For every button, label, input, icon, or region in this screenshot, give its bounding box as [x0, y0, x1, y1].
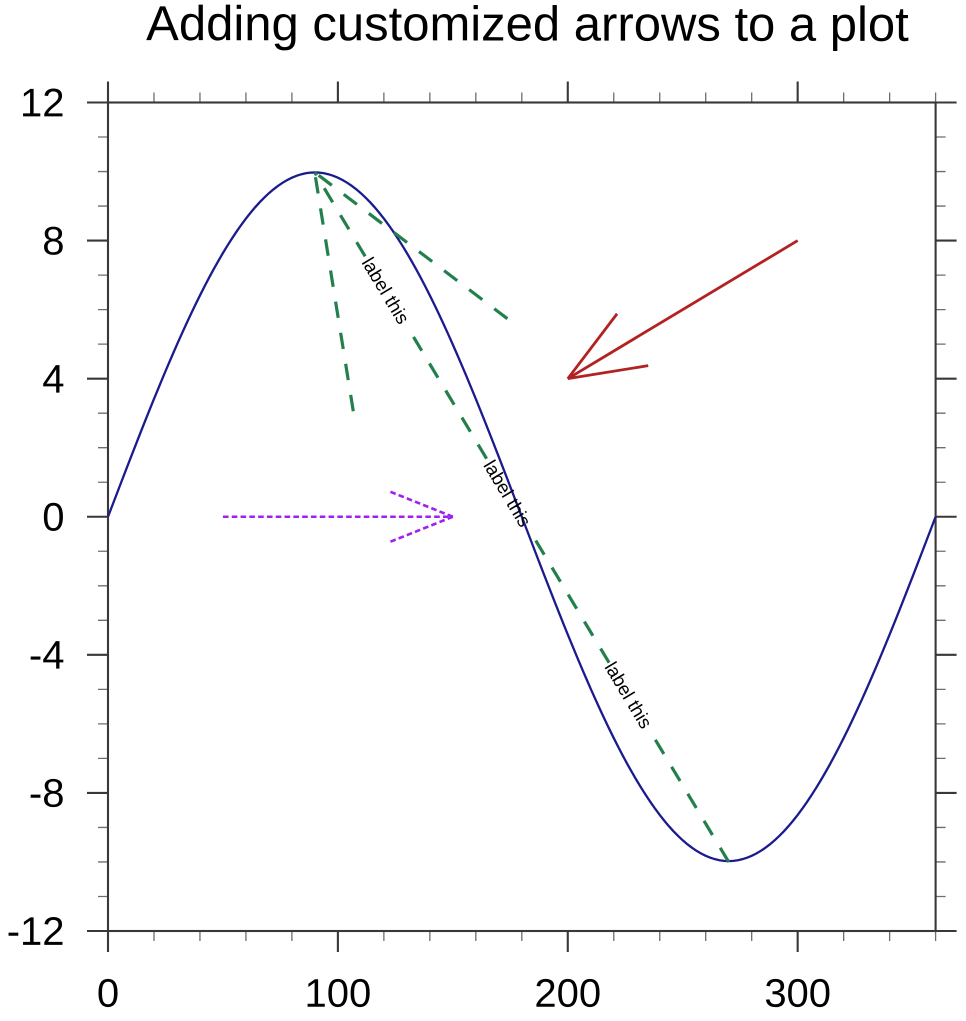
svg-text:4: 4 [42, 358, 64, 402]
svg-text:-8: -8 [29, 772, 65, 816]
svg-text:100: 100 [305, 972, 372, 1016]
svg-text:200: 200 [534, 972, 601, 1016]
svg-text:0: 0 [97, 972, 119, 1016]
svg-text:8: 8 [42, 219, 64, 263]
svg-text:-4: -4 [29, 634, 65, 678]
svg-text:300: 300 [764, 972, 831, 1016]
svg-text:12: 12 [20, 81, 65, 125]
svg-text:-12: -12 [7, 910, 65, 954]
svg-text:Adding customized arrows to a: Adding customized arrows to a plot [146, 0, 909, 52]
svg-text:0: 0 [42, 496, 64, 540]
